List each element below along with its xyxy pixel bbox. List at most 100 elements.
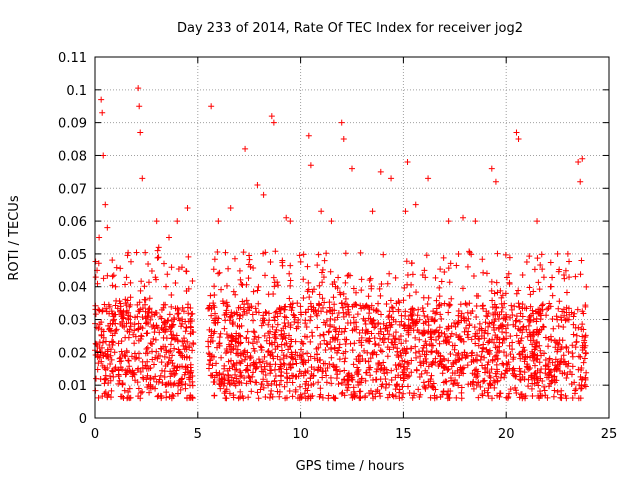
data-point bbox=[378, 280, 385, 287]
data-point bbox=[208, 103, 215, 110]
data-point bbox=[565, 360, 572, 367]
data-point bbox=[431, 317, 438, 324]
data-point bbox=[220, 382, 227, 389]
data-point bbox=[134, 301, 141, 308]
data-point bbox=[138, 278, 145, 285]
data-point bbox=[380, 251, 387, 258]
data-point bbox=[489, 395, 496, 402]
data-point bbox=[109, 332, 116, 339]
data-point bbox=[546, 300, 553, 307]
data-point bbox=[150, 322, 157, 329]
data-point bbox=[174, 337, 181, 344]
data-point bbox=[452, 351, 459, 358]
data-point bbox=[233, 375, 240, 382]
data-point bbox=[408, 357, 415, 364]
data-point bbox=[267, 328, 273, 335]
data-point bbox=[255, 283, 262, 290]
data-point bbox=[288, 354, 295, 361]
data-point bbox=[429, 384, 436, 391]
data-point bbox=[422, 355, 429, 362]
data-point bbox=[287, 218, 294, 225]
data-point bbox=[342, 348, 349, 355]
data-point bbox=[300, 251, 307, 258]
data-point bbox=[183, 268, 190, 275]
data-point bbox=[242, 367, 249, 374]
data-point bbox=[115, 340, 122, 347]
data-point bbox=[226, 365, 233, 372]
data-point bbox=[243, 335, 250, 342]
data-point bbox=[404, 271, 411, 278]
data-point bbox=[133, 249, 140, 256]
data-point bbox=[301, 333, 308, 340]
data-point bbox=[367, 387, 374, 394]
data-point bbox=[307, 317, 314, 324]
data-point bbox=[342, 325, 349, 332]
data-point bbox=[543, 312, 550, 319]
data-point bbox=[530, 357, 537, 364]
y-tick-label: 0.09 bbox=[58, 117, 87, 132]
data-point bbox=[250, 369, 257, 376]
data-point bbox=[394, 381, 401, 388]
data-point bbox=[110, 272, 117, 279]
data-point bbox=[344, 373, 351, 380]
data-point bbox=[119, 381, 126, 388]
data-point bbox=[327, 268, 334, 275]
data-point bbox=[436, 293, 443, 300]
data-point bbox=[581, 355, 588, 362]
data-point bbox=[557, 314, 564, 321]
data-point bbox=[243, 281, 250, 288]
data-point bbox=[206, 365, 213, 372]
data-point bbox=[318, 208, 325, 215]
data-point bbox=[249, 311, 256, 318]
data-point bbox=[354, 378, 361, 385]
data-point bbox=[548, 336, 555, 343]
data-point bbox=[544, 374, 551, 381]
data-point bbox=[396, 336, 403, 343]
data-point bbox=[279, 262, 286, 269]
data-point bbox=[541, 387, 548, 394]
data-point bbox=[187, 305, 194, 312]
data-point bbox=[266, 394, 273, 401]
data-point bbox=[350, 285, 357, 292]
data-point bbox=[502, 251, 509, 258]
data-point bbox=[130, 331, 137, 338]
data-point bbox=[399, 357, 406, 364]
data-point bbox=[224, 301, 231, 308]
data-point bbox=[501, 374, 508, 381]
data-point bbox=[126, 385, 133, 392]
data-point bbox=[110, 373, 117, 380]
data-point bbox=[258, 322, 265, 329]
data-point bbox=[300, 350, 307, 357]
data-point bbox=[455, 356, 462, 363]
data-point bbox=[530, 288, 537, 295]
data-point bbox=[276, 381, 283, 388]
data-point bbox=[429, 360, 436, 367]
data-point bbox=[261, 332, 268, 339]
data-point bbox=[127, 258, 134, 265]
data-point bbox=[109, 367, 116, 374]
data-point bbox=[371, 334, 378, 341]
data-point bbox=[236, 323, 243, 330]
data-point bbox=[149, 384, 156, 391]
data-point bbox=[516, 371, 523, 378]
data-point bbox=[217, 385, 224, 392]
data-point bbox=[338, 329, 345, 336]
data-point bbox=[349, 165, 355, 172]
data-point bbox=[296, 252, 303, 259]
data-point bbox=[314, 324, 321, 331]
data-point bbox=[366, 310, 373, 317]
data-point bbox=[582, 374, 589, 381]
data-point bbox=[440, 388, 447, 395]
data-point bbox=[252, 359, 259, 366]
data-point bbox=[298, 370, 305, 377]
data-point bbox=[519, 329, 526, 336]
data-point bbox=[237, 340, 244, 347]
data-point bbox=[563, 316, 570, 323]
data-point bbox=[127, 323, 134, 330]
data-point bbox=[563, 343, 570, 350]
data-point bbox=[496, 347, 503, 354]
data-point bbox=[515, 136, 522, 143]
data-point bbox=[438, 329, 445, 336]
data-point bbox=[355, 353, 362, 360]
data-point bbox=[158, 306, 165, 313]
